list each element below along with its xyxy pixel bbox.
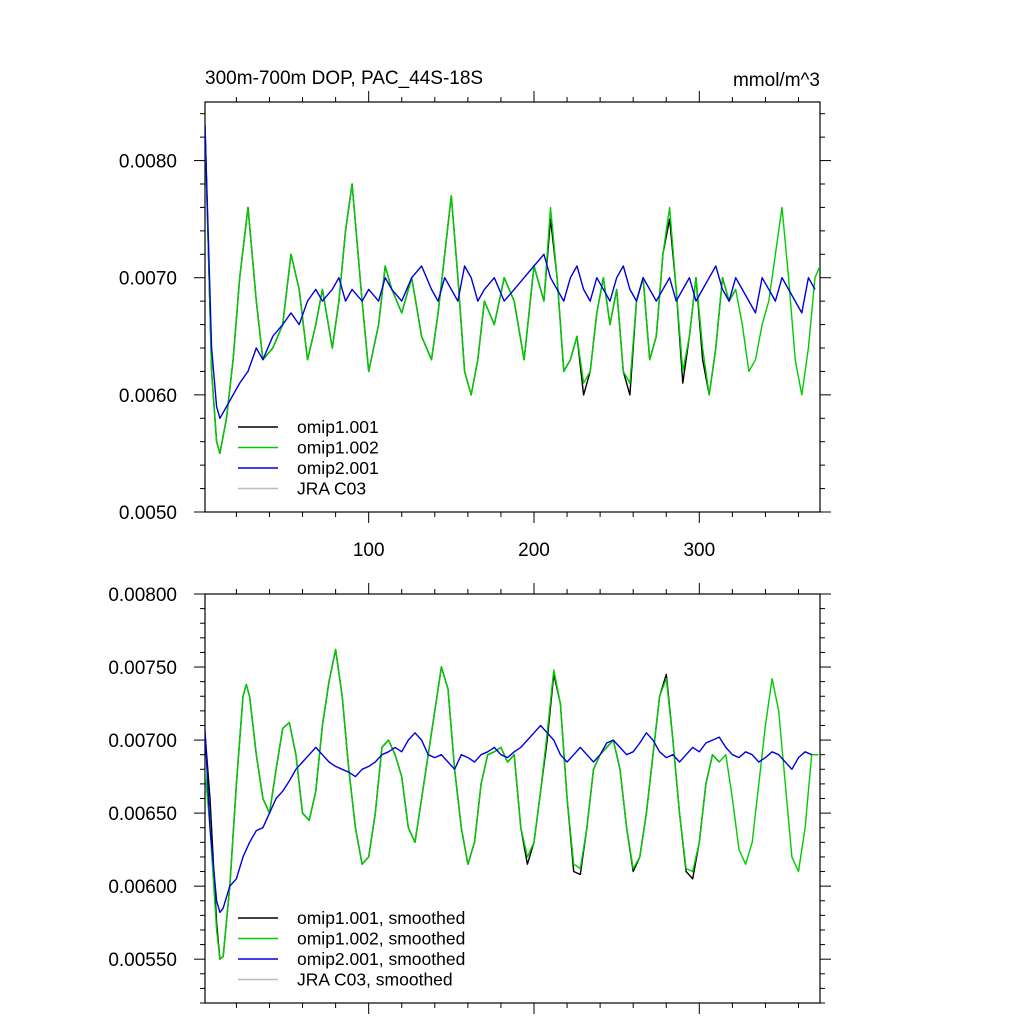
y-tick-label: 0.0070 — [119, 269, 177, 290]
y-tick-label: 0.0050 — [119, 503, 177, 524]
y-tick-label: 0.00600 — [108, 877, 177, 898]
x-tick-label: 200 — [518, 540, 550, 561]
y-tick-label: 0.00750 — [108, 658, 177, 679]
y-tick-label: 0.0080 — [119, 152, 177, 173]
legend-label: JRA C03 — [297, 479, 366, 499]
legend-label: omip2.001, smoothed — [297, 949, 465, 969]
legend-label: omip1.002 — [297, 438, 379, 458]
bottom-panel: 0.00550 0.00600 0.00650 0.00700 0.00750 0.008… — [108, 583, 831, 1014]
series-line — [205, 125, 816, 419]
y-tick-label: 0.00800 — [108, 585, 177, 606]
legend-label: JRA C03, smoothed — [297, 970, 453, 990]
legend-label: omip1.002, smoothed — [297, 929, 465, 949]
units-label: mmol/m^3 — [733, 70, 820, 91]
legend-label: omip1.001, smoothed — [297, 908, 465, 928]
series-line — [205, 724, 812, 914]
y-tick-label: 0.00550 — [108, 950, 177, 971]
top-panel: 0.0050 0.0060 0.0070 0.0080 100 200 300 omip1.0… — [119, 91, 831, 561]
legend-label: omip1.001 — [297, 417, 379, 437]
series-line — [205, 125, 820, 455]
x-tick-label: 300 — [683, 540, 715, 561]
plot-frame — [204, 101, 821, 513]
y-tick-label: 0.0060 — [119, 386, 177, 407]
series-line — [205, 648, 819, 960]
chart-title: 300m-700m DOP, PAC_44S-18S — [205, 68, 483, 89]
y-tick-label: 0.00650 — [108, 804, 177, 825]
series-line — [205, 125, 737, 455]
x-tick-label: 100 — [353, 540, 385, 561]
y-tick-label: 0.00700 — [108, 731, 177, 752]
legend-label: omip2.001 — [297, 458, 379, 478]
